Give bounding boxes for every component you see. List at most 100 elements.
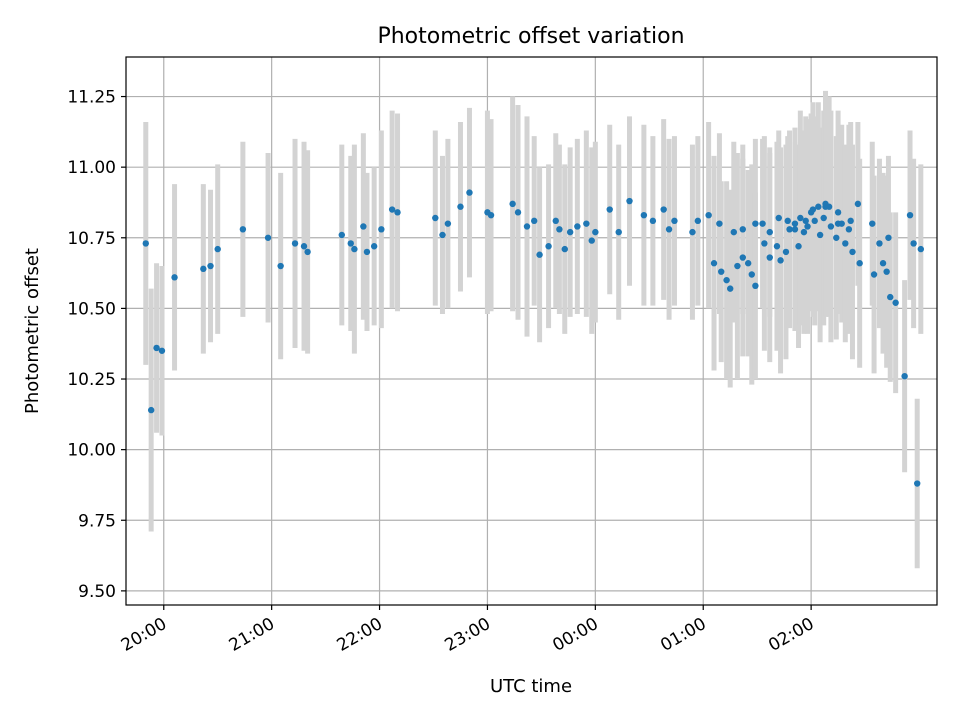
data-point bbox=[347, 240, 354, 247]
data-point bbox=[545, 243, 552, 250]
y-tick-label: 10.50 bbox=[67, 299, 116, 319]
data-point bbox=[825, 203, 833, 210]
data-point bbox=[718, 268, 725, 275]
y-tick-label: 11.00 bbox=[67, 158, 116, 178]
data-point bbox=[820, 214, 827, 222]
data-point bbox=[842, 240, 849, 247]
data-point bbox=[561, 245, 568, 253]
y-tick-label: 10.25 bbox=[67, 370, 116, 390]
data-point bbox=[791, 226, 799, 233]
data-point bbox=[466, 189, 473, 196]
data-point bbox=[795, 243, 802, 250]
data-point bbox=[906, 211, 914, 219]
data-point bbox=[811, 217, 818, 225]
data-point bbox=[388, 206, 396, 213]
data-point bbox=[879, 260, 887, 267]
data-point bbox=[574, 223, 581, 230]
data-point bbox=[766, 254, 773, 261]
y-tick-label: 9.75 bbox=[78, 511, 116, 531]
data-point bbox=[752, 220, 759, 227]
data-point bbox=[856, 260, 863, 267]
data-point bbox=[914, 480, 921, 487]
data-point bbox=[153, 344, 160, 352]
data-point bbox=[592, 228, 599, 236]
plot-frame bbox=[125, 56, 938, 606]
marker-layer bbox=[142, 189, 925, 487]
y-tick-label: 10.00 bbox=[67, 441, 116, 461]
y-axis-label: Photometric offset bbox=[22, 248, 43, 414]
data-point bbox=[773, 243, 781, 250]
data-point bbox=[660, 206, 667, 213]
data-point bbox=[815, 203, 822, 210]
data-point bbox=[694, 217, 702, 225]
data-point bbox=[640, 211, 648, 219]
data-point bbox=[147, 406, 155, 414]
chart-title: Photometric offset variation bbox=[377, 24, 684, 49]
data-point bbox=[854, 200, 862, 208]
data-point bbox=[705, 211, 712, 219]
data-point bbox=[766, 228, 773, 236]
data-point bbox=[917, 245, 925, 253]
data-point bbox=[734, 262, 741, 270]
y-tick-label: 11.25 bbox=[67, 88, 116, 108]
data-point bbox=[536, 251, 543, 258]
data-point bbox=[809, 206, 817, 213]
data-point bbox=[784, 217, 791, 225]
data-point bbox=[739, 226, 746, 233]
data-point bbox=[300, 243, 308, 250]
data-point bbox=[439, 231, 446, 239]
data-point bbox=[752, 282, 759, 290]
data-point bbox=[583, 220, 590, 227]
y-tick-label: 10.75 bbox=[67, 229, 116, 249]
data-point bbox=[665, 226, 673, 233]
data-point bbox=[363, 248, 371, 256]
data-point bbox=[910, 240, 917, 247]
data-point bbox=[827, 223, 835, 230]
data-point bbox=[727, 285, 734, 292]
data-point bbox=[291, 240, 299, 247]
data-point bbox=[689, 228, 696, 236]
data-point bbox=[509, 200, 516, 208]
data-point bbox=[759, 220, 766, 227]
data-point bbox=[892, 299, 899, 306]
data-point bbox=[530, 217, 538, 225]
data-point bbox=[791, 220, 799, 227]
data-point bbox=[351, 245, 358, 253]
data-point bbox=[457, 203, 464, 210]
x-axis-label: UTC time bbox=[490, 676, 572, 697]
data-point bbox=[716, 220, 723, 227]
data-point bbox=[816, 231, 824, 239]
data-point bbox=[200, 265, 207, 273]
data-point bbox=[514, 209, 522, 216]
data-point bbox=[239, 226, 247, 233]
data-point bbox=[804, 223, 811, 230]
data-point bbox=[214, 245, 221, 253]
data-point bbox=[649, 217, 657, 225]
data-point bbox=[744, 260, 752, 267]
data-point bbox=[444, 220, 452, 227]
data-point bbox=[615, 228, 622, 236]
data-point bbox=[748, 271, 755, 278]
data-point bbox=[360, 223, 367, 230]
data-point bbox=[802, 217, 809, 225]
data-point bbox=[378, 226, 385, 233]
data-point bbox=[883, 268, 890, 275]
data-point bbox=[885, 234, 892, 241]
data-point bbox=[782, 248, 790, 256]
y-tick-label: 9.50 bbox=[78, 582, 116, 602]
data-point bbox=[606, 206, 613, 213]
data-point bbox=[845, 226, 853, 233]
data-point bbox=[671, 217, 678, 225]
data-point bbox=[723, 276, 730, 284]
data-point bbox=[847, 217, 854, 225]
data-point bbox=[834, 209, 842, 216]
data-point bbox=[833, 234, 840, 241]
data-point bbox=[626, 197, 633, 205]
data-point bbox=[566, 228, 574, 236]
data-point bbox=[588, 237, 595, 244]
data-point bbox=[523, 223, 531, 230]
data-point bbox=[800, 228, 808, 236]
data-point bbox=[739, 254, 746, 261]
data-point bbox=[775, 214, 782, 222]
